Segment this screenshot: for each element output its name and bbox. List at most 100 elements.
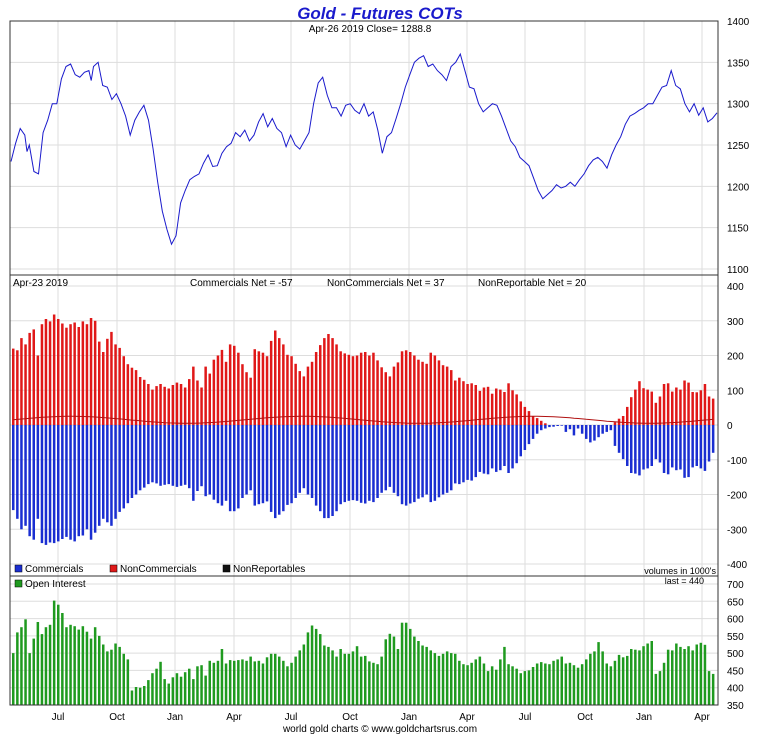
open-interest-bar: [658, 671, 662, 705]
noncommercials-bar: [679, 389, 682, 425]
open-interest-bar: [151, 673, 154, 705]
commercials-bar: [486, 425, 490, 475]
open-interest-bar: [12, 653, 15, 705]
commercials-bar: [654, 425, 658, 460]
open-interest-bar: [605, 663, 608, 705]
open-interest-bar: [535, 663, 539, 705]
noncommercials-bar: [441, 365, 445, 425]
noncommercials-bar: [61, 323, 64, 425]
open-interest-bar: [466, 665, 469, 705]
open-interest-bar: [433, 653, 437, 705]
commercials-bar: [175, 425, 179, 487]
open-interest-bar: [523, 671, 527, 705]
commercials-bar: [179, 425, 183, 486]
open-interest-bar: [585, 659, 588, 705]
open-interest-bar: [28, 653, 31, 705]
noncommercials-bar: [634, 389, 637, 425]
commercials-bar: [699, 425, 703, 469]
commercials-bar: [171, 425, 175, 486]
cot-tick-label: 400: [727, 282, 744, 293]
noncommercials-bar: [245, 372, 248, 425]
oi-tick-label: 600: [727, 615, 744, 626]
noncommercials-bar: [159, 384, 162, 425]
noncommercials-bar: [380, 367, 383, 425]
commercials-bar: [40, 425, 44, 544]
commercials-bar: [216, 425, 220, 504]
noncommercials-bar: [138, 377, 142, 425]
open-interest-bar: [597, 642, 600, 705]
noncommercials-bar: [130, 367, 134, 425]
commercials-bar: [331, 425, 334, 516]
cot-tick-label: 0: [727, 421, 733, 432]
commercials-bar: [167, 425, 170, 485]
commercials-bar: [323, 425, 326, 519]
open-interest-bar: [621, 657, 625, 705]
noncommercials-bar: [106, 338, 109, 425]
commercials-bar: [122, 425, 125, 509]
commercials-bar: [302, 425, 306, 489]
open-interest-bar: [155, 668, 158, 705]
open-interest-bar: [286, 666, 289, 705]
open-interest-bar: [601, 651, 604, 705]
noncommercials-bar: [89, 318, 93, 425]
commercials-bar: [343, 425, 346, 503]
open-interest-bar: [110, 649, 113, 705]
noncommercials-bar: [171, 385, 175, 425]
commercials-bar: [531, 425, 535, 439]
commercials-bar: [314, 425, 318, 506]
noncommercials-bar: [474, 385, 477, 425]
commercials-bar: [274, 425, 277, 519]
commercials-bar: [425, 425, 428, 495]
open-interest-bar: [319, 634, 322, 705]
commercials-bar: [335, 425, 338, 512]
commercials-bar: [544, 425, 547, 429]
commercials-bar: [20, 425, 23, 530]
open-interest-bar: [474, 659, 477, 705]
commercials-bar: [490, 425, 494, 469]
commercials-bar: [421, 425, 424, 498]
noncommercials-bar: [220, 349, 224, 425]
noncommercials-bar: [73, 322, 76, 425]
noncommercials-bar: [540, 420, 543, 425]
noncommercials-bar: [237, 352, 240, 425]
oi-tick-label: 400: [727, 684, 744, 695]
noncommercials-bar: [503, 392, 506, 425]
noncommercials-bar: [204, 366, 207, 425]
commercials-bar: [634, 425, 637, 474]
noncommercials-bar: [253, 349, 256, 425]
commercials-bar: [650, 425, 653, 466]
commercials-bar: [69, 425, 72, 540]
commercials-bar: [413, 425, 416, 503]
commercials-bar: [535, 425, 539, 434]
cot-tick-label: -100: [727, 456, 747, 467]
open-interest-bar: [40, 634, 44, 705]
noncommercials-bar: [147, 384, 150, 425]
open-interest-bar: [257, 660, 261, 705]
commercials-bar: [605, 425, 608, 432]
commercials-bar: [515, 425, 518, 464]
commercials-bar: [28, 425, 31, 537]
open-interest-bar: [278, 656, 281, 705]
noncommercials-bar: [675, 387, 678, 425]
commercials-bar: [437, 425, 441, 498]
noncommercials-bar: [515, 394, 518, 425]
open-interest-bar: [495, 669, 498, 705]
commercials-bar: [241, 425, 244, 498]
oi-tick-label: 500: [727, 649, 744, 660]
noncommercials-bar: [200, 387, 203, 425]
commercials-bar: [687, 425, 690, 478]
open-interest-bar: [265, 657, 269, 705]
noncommercials-bar: [282, 344, 285, 425]
price-tick-label: 1400: [727, 17, 750, 28]
commercials-bar: [564, 425, 568, 432]
x-tick-label: Jan: [167, 712, 183, 723]
noncommercials-bar: [28, 332, 31, 425]
commercials-bar: [601, 425, 604, 434]
open-interest-bar: [61, 613, 64, 705]
commercials-bar: [613, 425, 617, 446]
open-interest-bar: [24, 619, 27, 705]
commercials-bar: [691, 425, 694, 468]
noncommercials-bar: [32, 329, 35, 425]
commercials-bar: [212, 425, 216, 500]
commercials-bar: [200, 425, 203, 487]
